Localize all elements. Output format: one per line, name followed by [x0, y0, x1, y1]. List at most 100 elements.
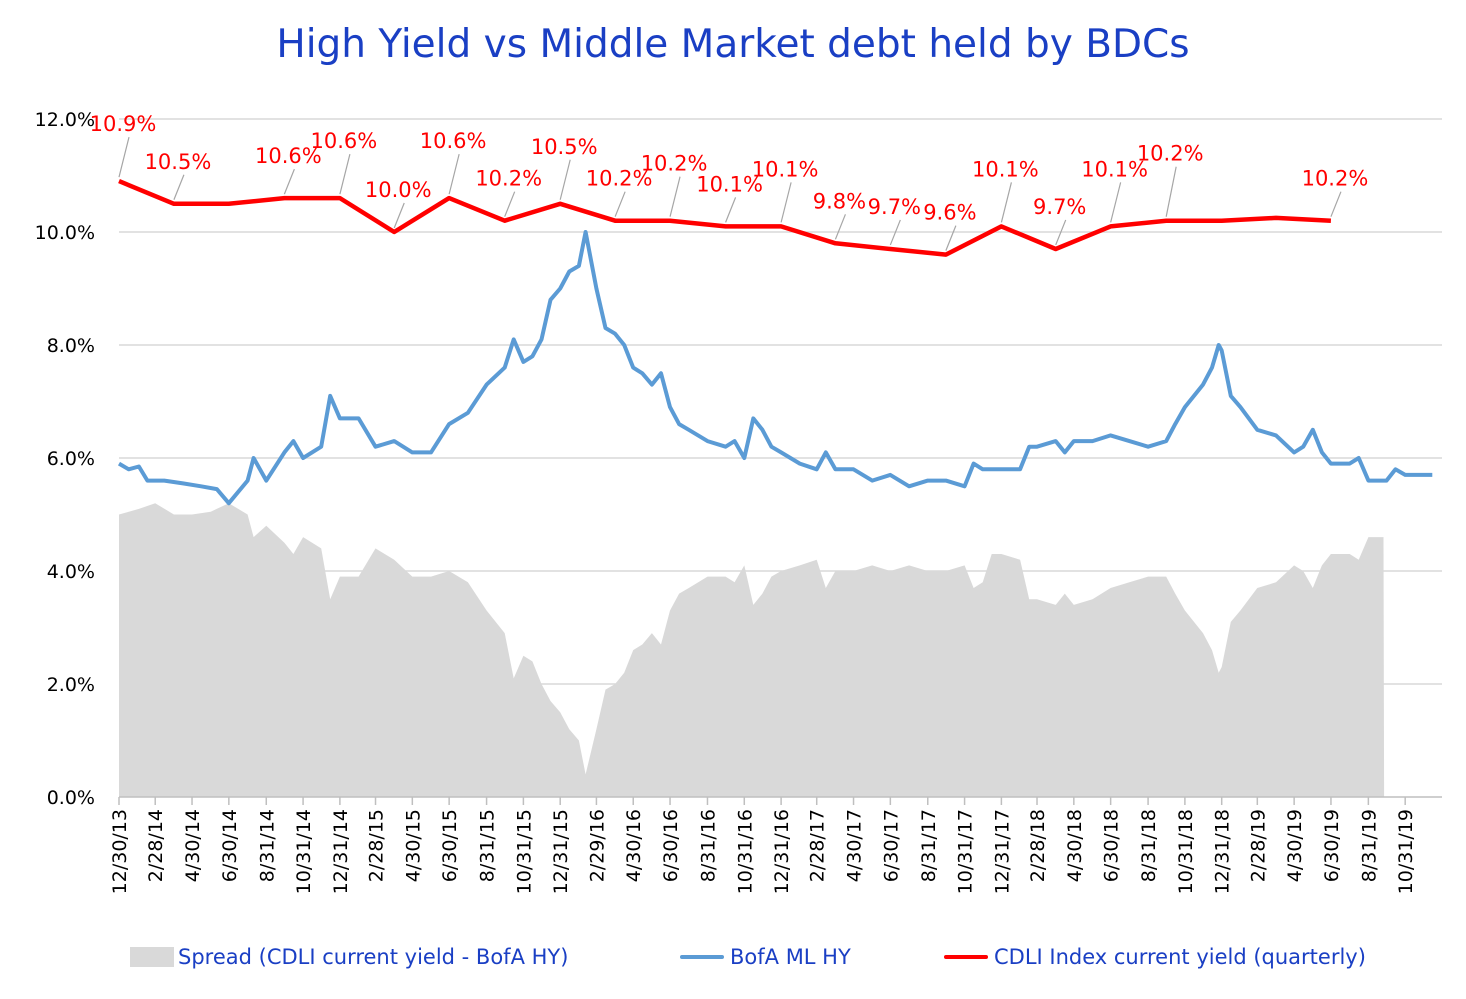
cdli-data-label: 10.6%	[420, 129, 487, 153]
data-label-leader	[448, 153, 460, 195]
x-tick-label: 12/31/15	[550, 809, 572, 894]
x-tick-label: 2/28/14	[145, 809, 167, 882]
x-tick-label: 12/31/17	[991, 809, 1013, 894]
x-tick-label: 8/31/16	[697, 809, 719, 882]
cdli-data-label: 10.2%	[475, 167, 542, 191]
cdli-data-label: 10.5%	[145, 150, 212, 174]
data-label-leader	[889, 219, 901, 246]
x-tick-label: 10/31/16	[734, 809, 756, 894]
legend-item-cdli: CDLI Index current yield (quarterly)	[944, 945, 1366, 969]
x-tick-label: 2/28/19	[1247, 809, 1269, 882]
bofa-line-layer	[117, 230, 1433, 506]
x-tick-label: 6/30/15	[439, 809, 461, 882]
data-label-leader	[1000, 182, 1012, 223]
chart-title: High Yield vs Middle Market debt held by…	[276, 22, 1190, 67]
x-tick-label: 10/31/15	[513, 809, 535, 894]
x-tick-label: 2/28/18	[1027, 809, 1049, 882]
legend: Spread (CDLI current yield - BofA HY) Bo…	[0, 945, 1466, 979]
data-label-leader	[780, 182, 792, 223]
y-tick-label: 12.0%	[35, 109, 95, 131]
chart-plot: 10.9%10.5% 10.6%10.6%10.0%10.6%10.2%10.5%…	[35, 109, 1442, 894]
bofa-swatch	[680, 955, 724, 959]
x-tick-label: 8/31/17	[918, 809, 940, 882]
y-tick-label: 6.0%	[47, 448, 95, 470]
x-tick-label: 4/30/14	[182, 809, 204, 882]
x-tick-label: 6/30/19	[1321, 809, 1343, 882]
data-label-leader	[339, 153, 351, 195]
y-tick-label: 10.0%	[35, 222, 95, 244]
data-label-leader	[173, 174, 185, 200]
cdli-data-label: 9.7%	[1033, 195, 1086, 219]
legend-item-bofa: BofA ML HY	[680, 945, 851, 969]
x-tick-label: 10/31/18	[1175, 809, 1197, 894]
y-tick-label: 0.0%	[47, 787, 95, 809]
cdli-data-label: 9.6%	[923, 201, 976, 225]
x-tick-label: 12/31/18	[1212, 809, 1234, 894]
cdli-data-label: 10.1%	[972, 157, 1039, 181]
x-tick-label: 8/31/15	[477, 809, 499, 882]
x-tick-label: 6/30/16	[660, 809, 682, 882]
y-tick-label: 8.0%	[47, 335, 95, 357]
legend-label-cdli: CDLI Index current yield (quarterly)	[994, 945, 1366, 969]
spread-area	[119, 503, 1385, 797]
spread-area-layer	[119, 503, 1385, 797]
x-tick-label: 6/30/14	[219, 809, 241, 882]
x-tick-label: 4/30/19	[1284, 809, 1306, 882]
data-label-leader	[393, 202, 405, 229]
x-tick-label: 8/31/18	[1138, 809, 1160, 882]
data-label-leader	[945, 225, 957, 251]
x-tick-label: 2/28/15	[366, 809, 388, 882]
cdli-swatch	[944, 955, 988, 959]
data-label-leader	[669, 176, 681, 217]
cdli-data-label: 10.2%	[1302, 167, 1369, 191]
cdli-data-labels: 10.9%10.5% 10.6%10.6%10.0%10.6%10.2%10.5%…	[90, 112, 1369, 251]
x-tick-label: 4/30/16	[623, 809, 645, 882]
data-label-leader	[559, 159, 571, 200]
data-label-leader	[1330, 191, 1342, 217]
data-label-leader	[1055, 219, 1067, 246]
cdli-line	[118, 179, 1332, 257]
axes: 0.0% 2.0% 4.0% 6.0% 8.0% 10.0% 12.0% 12/30/13 2/…	[35, 109, 1442, 894]
cdli-data-label: 10.2%	[641, 152, 708, 176]
x-tick-label: 4/30/17	[844, 809, 866, 882]
data-label-leader	[834, 214, 846, 240]
x-tick-label: 12/31/14	[330, 809, 352, 894]
cdli-data-label: 10.1%	[752, 157, 819, 181]
cdli-data-label: 10.6%	[255, 144, 322, 168]
data-label-leader	[1110, 182, 1122, 223]
data-label-leader	[1165, 166, 1177, 217]
cdli-data-label: 9.7%	[868, 195, 921, 219]
legend-label-bofa: BofA ML HY	[730, 945, 851, 969]
x-tick-label: 8/31/19	[1358, 809, 1380, 882]
cdli-data-label: 10.6%	[311, 129, 378, 153]
x-tick-label: 2/28/17	[807, 809, 829, 882]
x-tick-label: 4/30/15	[402, 809, 424, 882]
x-tick-label: 10/31/19	[1395, 809, 1417, 894]
x-tick-label: 6/30/17	[880, 809, 902, 882]
x-tick-label: 10/31/17	[955, 809, 977, 894]
cdli-data-label: 10.2%	[1137, 142, 1204, 166]
y-tick-label: 2.0%	[47, 674, 95, 696]
x-tick-label: 6/30/18	[1101, 809, 1123, 882]
cdli-data-label: 10.2%	[586, 167, 653, 191]
cdli-data-label: 10.1%	[1081, 157, 1148, 181]
legend-label-spread: Spread (CDLI current yield - BofA HY)	[178, 945, 569, 969]
spread-swatch	[130, 947, 174, 967]
cdli-line-layer	[118, 179, 1332, 257]
x-tick-label: 2/29/16	[586, 809, 608, 882]
x-tick-label: 10/31/14	[293, 809, 315, 894]
y-tick-label: 4.0%	[47, 561, 95, 583]
cdli-data-label: 9.8%	[813, 189, 866, 213]
x-tick-label: 4/30/18	[1064, 809, 1086, 882]
data-label-leader	[283, 168, 295, 195]
cdli-data-label: 10.9%	[90, 112, 157, 136]
x-tick-label: 12/30/13	[109, 809, 131, 894]
x-tick-label: 12/31/16	[771, 809, 793, 894]
bofa-line	[117, 230, 1433, 506]
cdli-data-label: 10.5%	[531, 135, 598, 159]
legend-item-spread: Spread (CDLI current yield - BofA HY)	[130, 945, 568, 969]
x-tick-label: 8/31/14	[256, 809, 278, 882]
cdli-data-label: 10.0%	[365, 178, 432, 202]
data-label-leader	[614, 191, 626, 217]
